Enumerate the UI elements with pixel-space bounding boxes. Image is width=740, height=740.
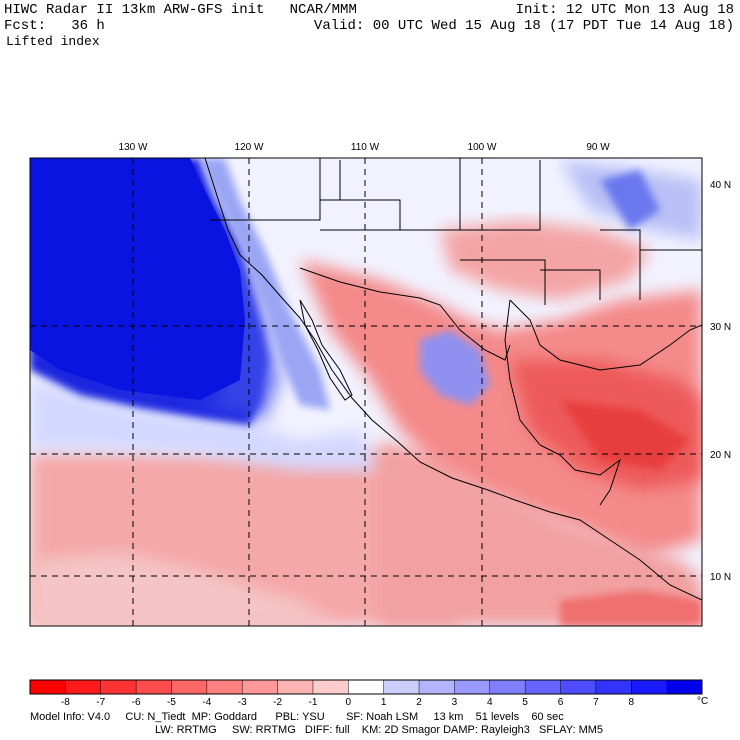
colorbar-swatch bbox=[560, 680, 597, 694]
colorbar-swatch bbox=[595, 680, 632, 694]
colorbar-tick-label: 7 bbox=[593, 697, 599, 708]
colorbar-swatch bbox=[30, 680, 66, 694]
init-time: Init: 12 UTC Mon 13 Aug 18 bbox=[515, 2, 734, 18]
field-name: Lifted index bbox=[6, 34, 100, 49]
colorbar-tick-label: -7 bbox=[96, 697, 105, 708]
lon-label-130w: 130 W bbox=[119, 142, 148, 153]
colorbar-swatch bbox=[383, 680, 420, 694]
colorbar-swatch bbox=[277, 680, 314, 694]
model-title: HIWC Radar II 13km ARW-GFS init NCAR/MMM bbox=[4, 2, 357, 18]
lat-label-10n: 10 N bbox=[710, 572, 731, 583]
colorbar-tick-label: 0 bbox=[346, 697, 352, 708]
graticule bbox=[30, 158, 702, 626]
colorbar-tick-label: 6 bbox=[558, 697, 564, 708]
model-info-line1: Model Info: V4.0 CU: N_Tiedt MP: Goddard… bbox=[30, 711, 564, 723]
colorbar-tick-label: 1 bbox=[381, 697, 387, 708]
lat-label-30n: 30 N bbox=[710, 322, 731, 333]
colorbar-swatch bbox=[136, 680, 172, 694]
coastlines bbox=[204, 158, 702, 601]
colorbar-swatch bbox=[348, 680, 385, 694]
colorbar-swatch bbox=[419, 680, 455, 694]
valid-time: Valid: 00 UTC Wed 15 Aug 18 (17 PDT Tue … bbox=[313, 18, 734, 34]
colorbar-tick-label: -2 bbox=[273, 697, 282, 708]
colorbar-swatch bbox=[454, 680, 491, 694]
colorbar-tick-label: 4 bbox=[487, 697, 493, 708]
colorbar-swatch bbox=[65, 680, 102, 694]
colorbar-swatch bbox=[631, 680, 668, 694]
colorbar: -8 -7 -6 -5 -4 -3 -2 -1 0 1 2 3 4 5 6 7 8 bbox=[29, 679, 703, 708]
map-field bbox=[30, 158, 702, 626]
colorbar-tick-label: -5 bbox=[167, 697, 176, 708]
colorbar-tick-label: 2 bbox=[416, 697, 422, 708]
lat-label-40n: 40 N bbox=[710, 180, 731, 191]
colorbar-swatch bbox=[666, 680, 703, 694]
colorbar-unit: °C bbox=[697, 696, 708, 707]
colorbar-swatch bbox=[100, 680, 137, 694]
lon-labels: 130 W 120 W 110 W 100 W 90 W bbox=[119, 142, 611, 153]
colorbar-swatch bbox=[525, 680, 562, 694]
colorbar-tick-label: -8 bbox=[61, 697, 70, 708]
colorbar-tick-label: -1 bbox=[308, 697, 317, 708]
colorbar-tick-label: -3 bbox=[238, 697, 247, 708]
lon-label-100w: 100 W bbox=[468, 142, 497, 153]
colorbar-tick-label: 8 bbox=[628, 697, 634, 708]
colorbar-swatch bbox=[312, 680, 349, 694]
colorbar-swatch bbox=[242, 680, 279, 694]
model-info-line2: LW: RRTMG SW: RRTMG DIFF: full KM: 2D Sm… bbox=[155, 724, 604, 736]
colorbar-swatch bbox=[206, 680, 243, 694]
lon-label-120w: 120 W bbox=[235, 142, 264, 153]
map-frame bbox=[29, 157, 703, 627]
colorbar-swatch bbox=[171, 680, 208, 694]
lon-label-90w: 90 W bbox=[586, 142, 610, 153]
colorbar-tick-label: -6 bbox=[132, 697, 141, 708]
colorbar-swatch bbox=[489, 680, 526, 694]
colorbar-frame bbox=[29, 679, 703, 695]
forecast-hour: Fcst: 36 h bbox=[4, 18, 105, 34]
colorbar-tick-label: -4 bbox=[202, 697, 211, 708]
lat-labels: 40 N 30 N 20 N 10 N bbox=[710, 180, 731, 583]
colorbar-tick-label: 5 bbox=[522, 697, 528, 708]
colorbar-tick-label: 3 bbox=[452, 697, 458, 708]
lat-label-20n: 20 N bbox=[710, 450, 731, 461]
lon-label-110w: 110 W bbox=[351, 142, 380, 153]
